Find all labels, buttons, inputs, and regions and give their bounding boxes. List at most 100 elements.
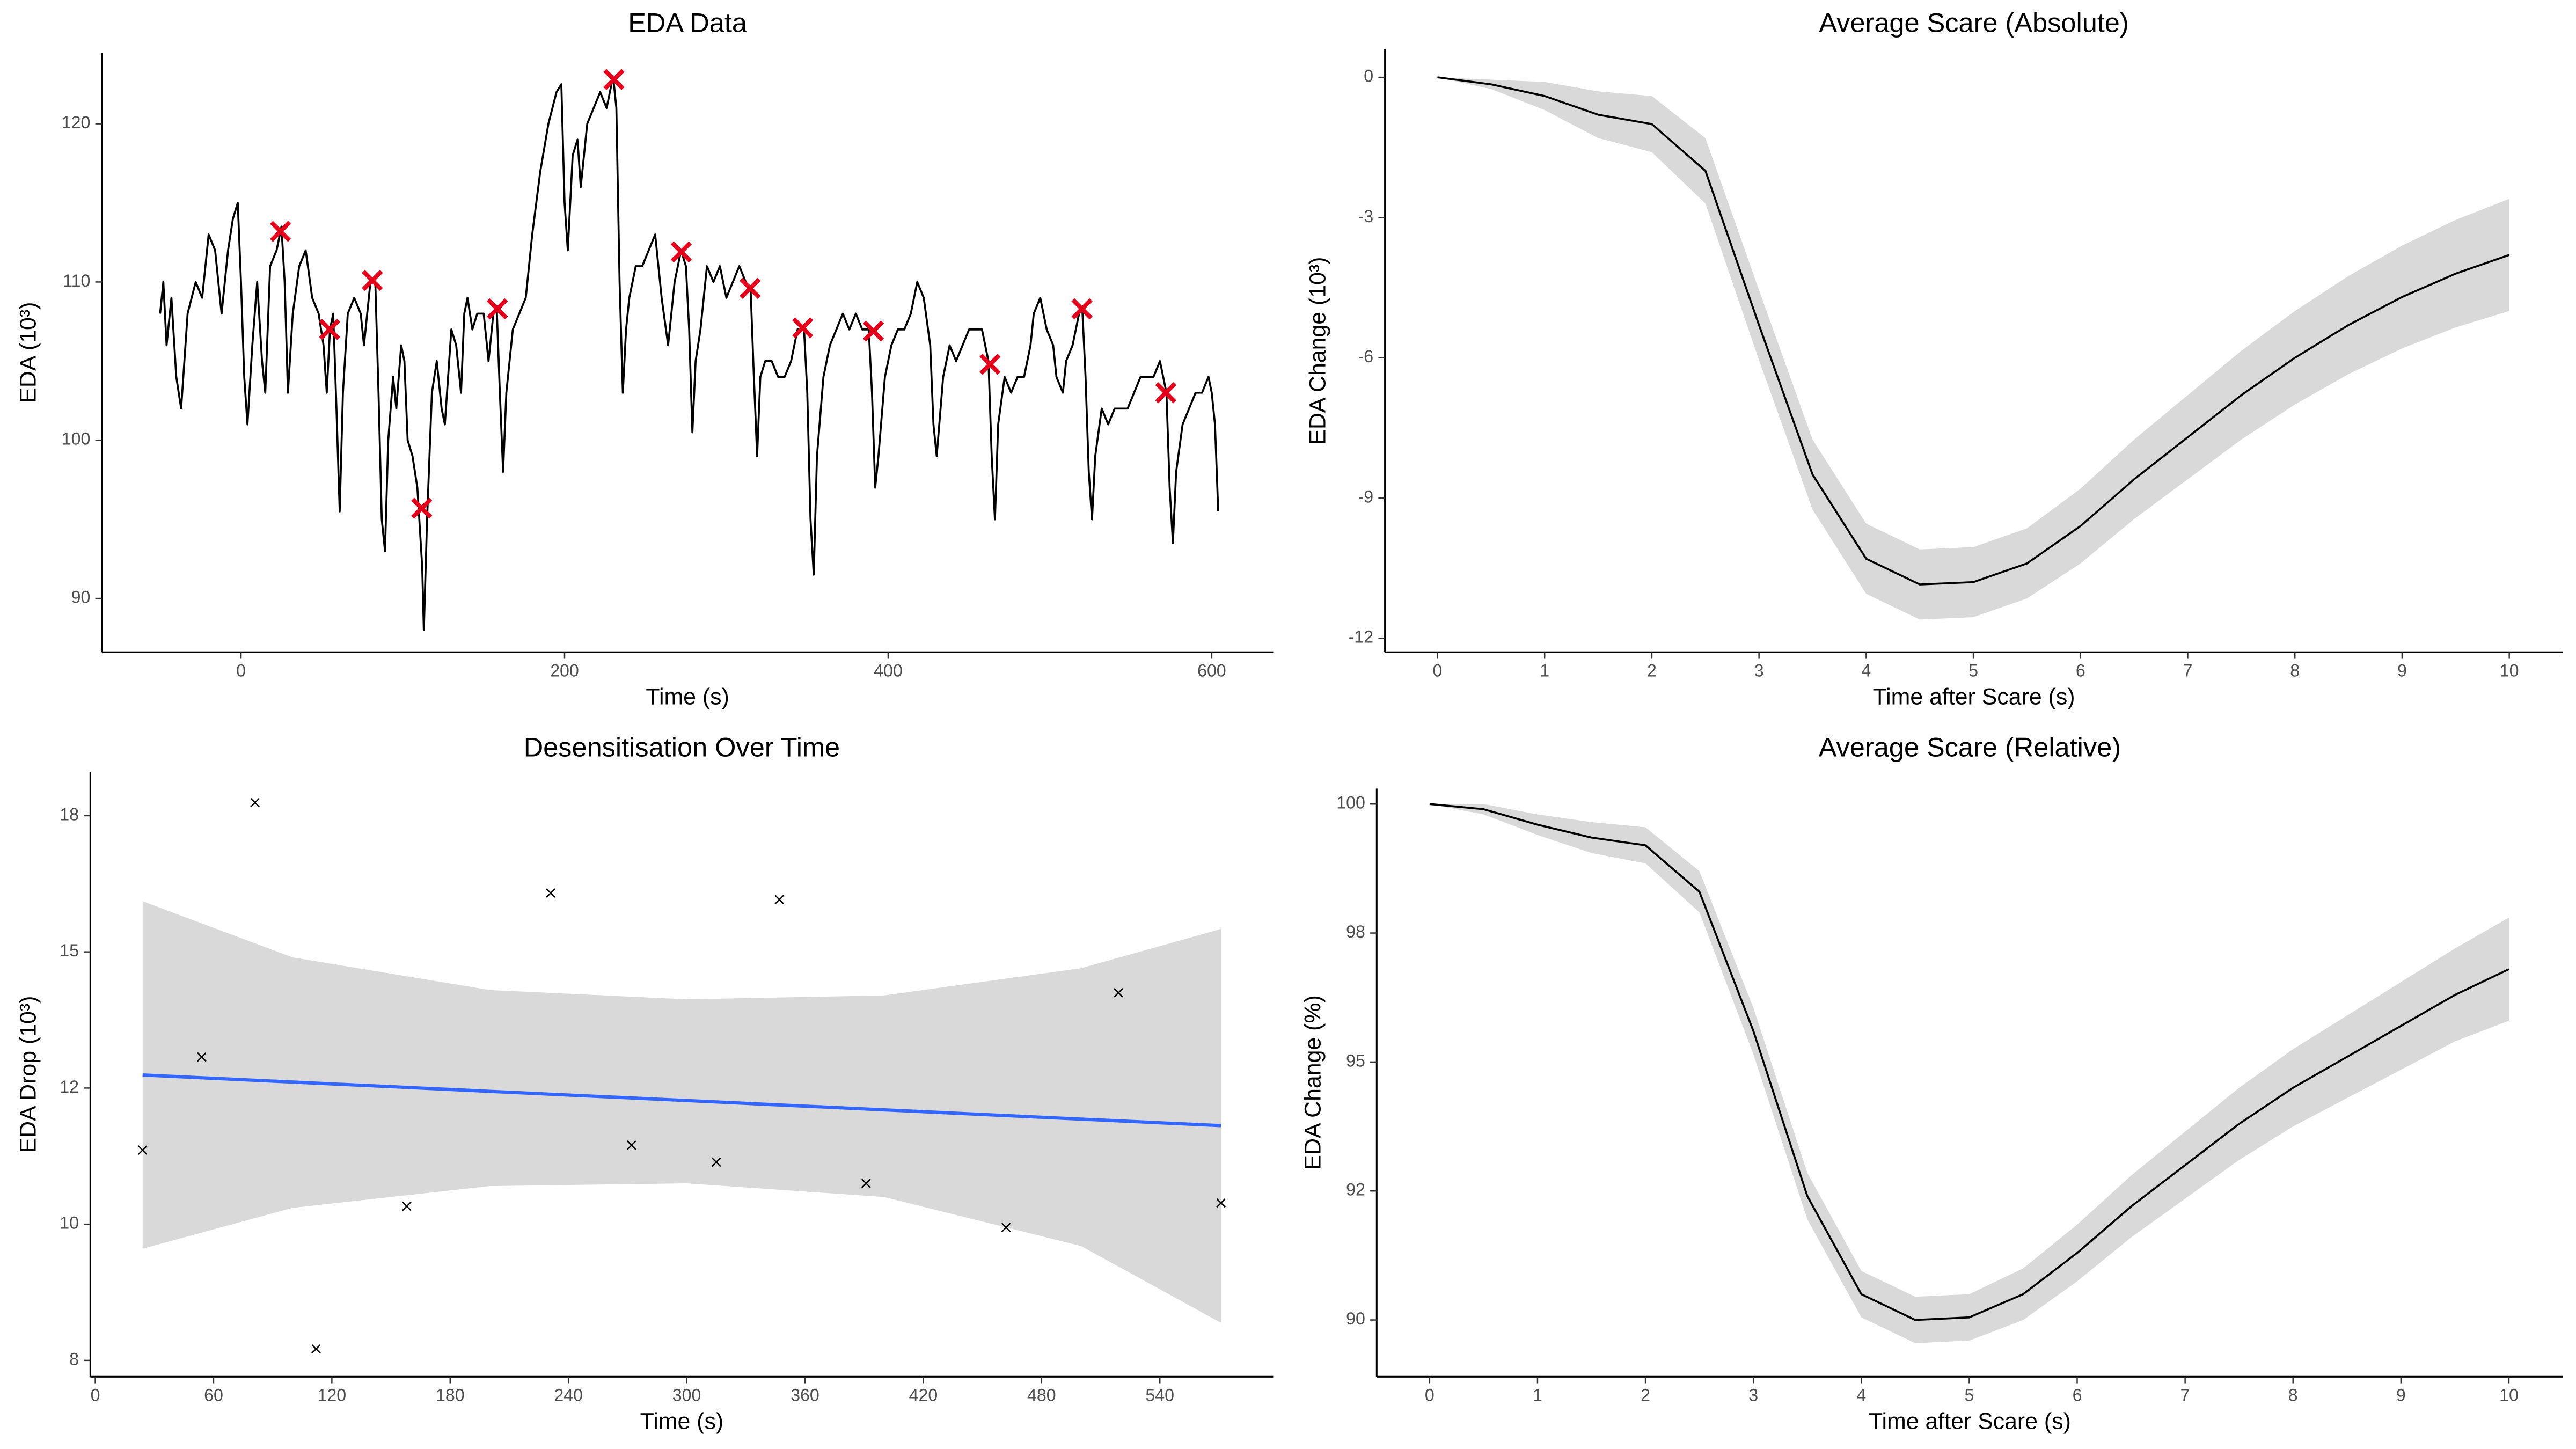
scare-marker	[862, 320, 884, 342]
scare-marker	[603, 69, 625, 90]
y-tick-label: 95	[1346, 1051, 1365, 1070]
x-tick-label: 6	[2076, 661, 2085, 680]
scare-marker	[1155, 382, 1176, 404]
y-tick-label: 110	[63, 271, 90, 290]
x-tick-label: 8	[2290, 661, 2300, 680]
x-tick-label: 540	[1145, 1386, 1174, 1405]
y-tick-label: 15	[60, 941, 79, 960]
x-tick-label: 1	[1540, 661, 1549, 680]
scare-marker	[979, 354, 1001, 375]
data-point	[1001, 1223, 1011, 1233]
x-tick-label: 3	[1748, 1386, 1758, 1405]
chart-panel: EDA Data Time (s) EDA (10³) 0 200 400 600 90 100…	[15, 7, 1274, 709]
x-tick-label: 9	[2397, 661, 2407, 680]
scare-marker	[1071, 298, 1093, 320]
x-tick-label: 5	[1964, 1386, 1974, 1405]
x-tick-label: 8	[2288, 1386, 2298, 1405]
confidence-band	[142, 901, 1221, 1323]
x-tick-label: 600	[1197, 661, 1226, 680]
x-tick-label: 120	[318, 1386, 347, 1405]
scare-marker	[269, 221, 291, 242]
x-tick-label: 420	[909, 1386, 938, 1405]
scare-marker	[740, 277, 761, 299]
x-axis-title: Time after Scare (s)	[1869, 1408, 2071, 1434]
data-line	[159, 75, 1219, 631]
scare-marker	[319, 319, 340, 340]
y-axis-title: EDA (10³)	[15, 302, 41, 403]
x-tick-label: 0	[1425, 1386, 1435, 1405]
x-tick-label: 4	[1861, 661, 1871, 680]
y-axis-title: EDA Change (10³)	[1305, 257, 1330, 445]
scare-marker	[411, 497, 433, 519]
chart-title: Average Scare (Relative)	[1819, 731, 2121, 762]
x-tick-label: 9	[2396, 1386, 2406, 1405]
y-tick-label: 90	[71, 588, 91, 607]
x-tick-label: 200	[550, 661, 579, 680]
y-tick-label: 90	[1346, 1309, 1365, 1328]
x-tick-label: 10	[2499, 1386, 2519, 1405]
chart-title: EDA Data	[628, 7, 748, 38]
x-tick-label: 360	[791, 1386, 819, 1405]
y-tick-label: 8	[69, 1349, 79, 1368]
fit-line	[142, 1073, 1221, 1128]
data-point	[137, 1145, 148, 1155]
y-tick-label: 0	[1364, 67, 1373, 86]
y-tick-label: 10	[60, 1213, 79, 1233]
y-tick-label: 12	[60, 1077, 79, 1096]
confidence-band	[1429, 804, 2509, 1343]
data-line	[1429, 803, 2509, 1321]
data-point	[197, 1052, 207, 1062]
y-tick-label: -3	[1358, 207, 1374, 226]
scare-marker	[486, 298, 508, 320]
data-point	[402, 1201, 412, 1211]
y-axis-title: EDA Drop (10³)	[15, 996, 41, 1153]
y-tick-label: 120	[62, 113, 91, 132]
x-tick-label: 0	[1433, 661, 1443, 680]
x-tick-label: 2	[1647, 661, 1657, 680]
y-tick-label: 100	[1336, 793, 1365, 813]
data-point	[311, 1344, 321, 1354]
x-tick-label: 6	[2073, 1386, 2082, 1405]
x-tick-label: 7	[2183, 661, 2193, 680]
data-point	[626, 1140, 636, 1150]
x-tick-label: 300	[672, 1386, 701, 1405]
chart-title: Average Scare (Absolute)	[1819, 7, 2128, 38]
data-point	[1216, 1198, 1226, 1208]
x-axis-title: Time (s)	[640, 1408, 723, 1434]
x-tick-label: 3	[1754, 661, 1764, 680]
x-tick-label: 2	[1641, 1386, 1650, 1405]
chart-panel: Average Scare (Absolute) Time after Scare…	[1305, 7, 2563, 709]
y-tick-label: 18	[60, 804, 79, 824]
y-tick-label: 100	[62, 429, 91, 449]
y-tick-label: -6	[1358, 347, 1374, 366]
scare-marker	[670, 241, 692, 263]
x-tick-label: 4	[1856, 1386, 1866, 1405]
data-line	[1437, 76, 2510, 586]
data-point	[1114, 987, 1123, 998]
x-tick-label: 480	[1027, 1386, 1056, 1405]
data-point	[546, 888, 555, 898]
x-tick-label: 1	[1533, 1386, 1542, 1405]
x-tick-label: 400	[874, 661, 903, 680]
data-point	[774, 895, 785, 905]
y-tick-label: 92	[1346, 1180, 1365, 1199]
scare-marker	[362, 269, 383, 291]
data-point	[861, 1179, 871, 1188]
chart-title: Desensitisation Over Time	[524, 731, 840, 762]
x-tick-label: 60	[204, 1386, 223, 1405]
scare-marker	[792, 317, 814, 339]
x-axis-title: Time (s)	[646, 684, 729, 709]
y-tick-label: -9	[1358, 487, 1374, 506]
x-axis-title: Time after Scare (s)	[1873, 684, 2075, 709]
data-point	[711, 1157, 721, 1167]
y-tick-label: -12	[1349, 627, 1373, 647]
chart-panel: Average Scare (Relative) Time after Scare…	[1300, 731, 2563, 1434]
x-tick-label: 10	[2500, 661, 2519, 680]
y-tick-label: 98	[1346, 922, 1365, 941]
data-point	[250, 797, 260, 808]
y-axis-title: EDA Change (%)	[1300, 995, 1326, 1170]
confidence-band	[1437, 77, 2509, 620]
chart-panel: Desensitisation Over Time Time (s) EDA Dro…	[15, 731, 1274, 1434]
